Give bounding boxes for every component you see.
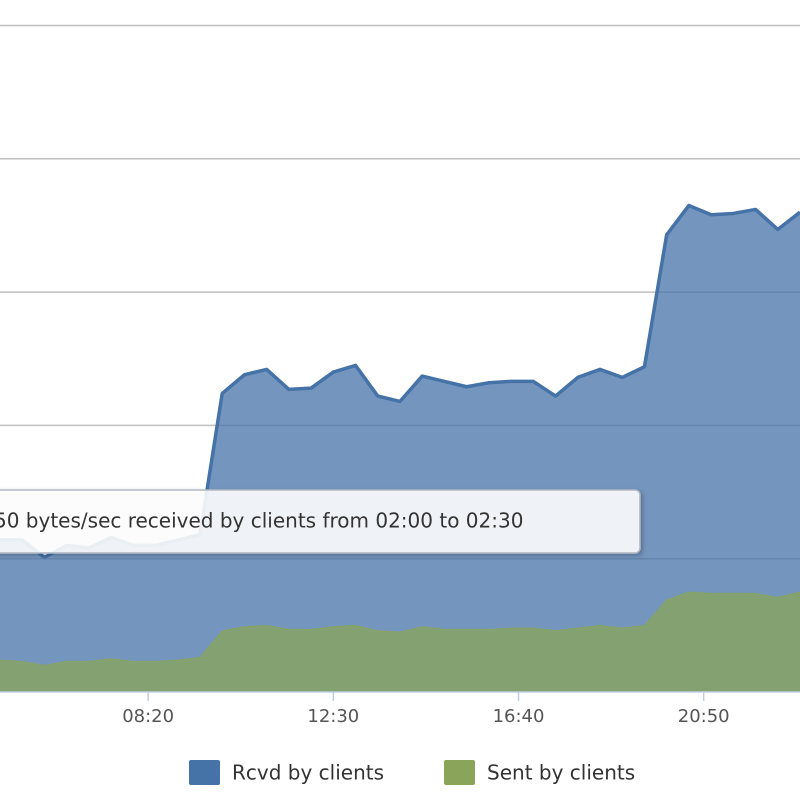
x-tick-label: 16:40	[493, 706, 545, 727]
plot	[0, 203, 800, 692]
x-tick-label: 20:50	[678, 706, 730, 727]
tooltip: 50 bytes/sec received by clients from 02…	[0, 489, 641, 554]
legend-label: Rcvd by clients	[232, 761, 384, 785]
tooltip-box	[0, 489, 641, 554]
legend-swatch	[444, 760, 476, 785]
legend: Rcvd by clients Sent by clients	[189, 760, 635, 785]
area-fill	[0, 592, 800, 692]
area-line	[0, 591, 800, 666]
x-tick-label: 12:30	[307, 706, 359, 727]
tooltip-text: 50 bytes/sec received by clients from 02…	[0, 509, 523, 533]
x-tick-label: 08:20	[122, 706, 174, 727]
legend-swatch	[189, 760, 220, 785]
x-axis: 08:20 12:30 16:40 20:50	[0, 691, 800, 727]
legend-label: Sent by clients	[487, 761, 635, 785]
area-fill	[0, 205, 800, 692]
